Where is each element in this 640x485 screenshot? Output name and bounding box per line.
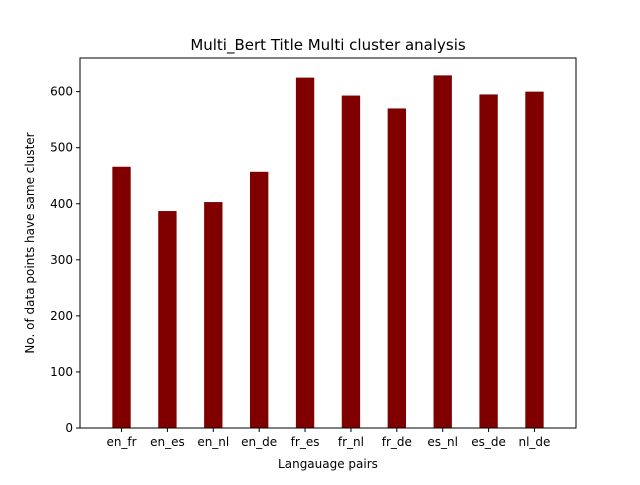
bar-en_es [158,211,177,428]
bar-fr_es [295,77,315,428]
y-tick-label: 200 [50,309,73,323]
x-tick-label: en_fr [106,435,136,449]
x-tick-label: en_es [150,435,185,449]
x-tick-label: fr_es [291,435,320,449]
x-axis-ticks: en_fr en_es en_nl en_de fr_es fr_nl fr_de es_nl… [106,428,550,449]
y-tick-label: 500 [50,141,73,155]
x-tick-label: es_de [471,435,506,449]
y-axis-label: No. of data points have same cluster [23,132,37,353]
bars [112,75,544,429]
bar-fr_nl [341,95,361,428]
plot-frame [79,57,577,429]
bar-en_nl [204,202,223,428]
x-tick-label: en_de [241,435,277,449]
x-tick-label: nl_de [518,435,550,449]
bar-es_de [479,94,498,428]
bar-nl_de [525,91,544,429]
plot-area [80,58,576,428]
y-tick-label: 600 [50,85,73,99]
y-tick-label: 300 [50,253,73,267]
y-tick-label: 100 [50,365,73,379]
x-tick-label: es_nl [427,435,458,449]
y-tick-label: 0 [65,421,73,435]
bar-en_fr [112,166,131,428]
bar-fr_de [387,108,407,429]
bar-en_de [249,171,269,428]
x-axis-label: Langauage pairs [278,457,378,471]
x-tick-label: fr_nl [338,435,364,449]
x-tick-label: fr_de [382,435,412,449]
x-tick-label: en_nl [197,435,229,449]
y-tick-label: 400 [50,197,73,211]
chart-title: Multi_Bert Title Multi cluster analysis [190,36,466,55]
y-axis-ticks: 0 100 200 300 400 500 600 [50,85,80,435]
bar-es_nl [433,75,452,428]
